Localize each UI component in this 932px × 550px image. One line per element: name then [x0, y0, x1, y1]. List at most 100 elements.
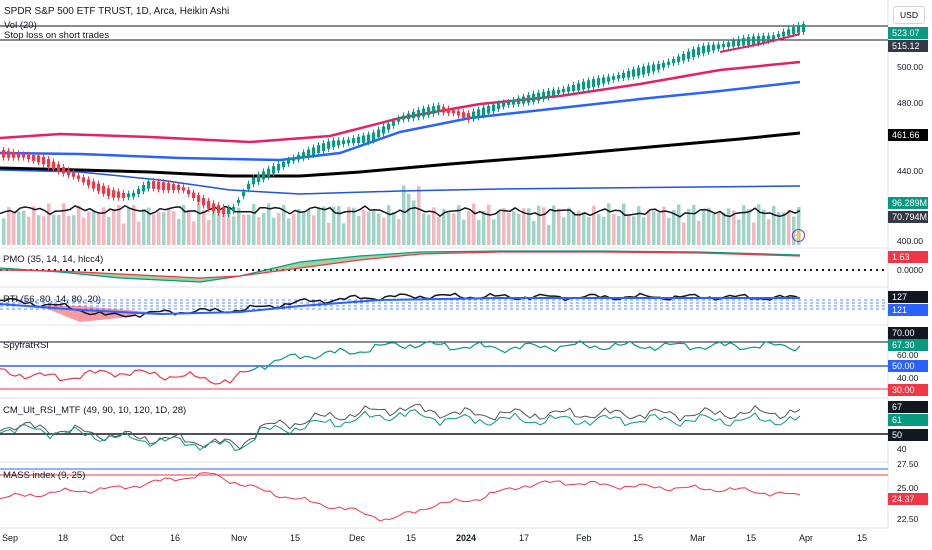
volume-bar [167, 208, 171, 245]
volume-bar [387, 205, 391, 245]
candle-body [712, 44, 716, 51]
volume-bar [37, 215, 41, 245]
candle-body [662, 62, 666, 68]
volume-label[interactable]: Vol (20) [4, 20, 37, 31]
volume-bar [702, 209, 706, 245]
candle-body [697, 47, 701, 56]
volume-bar [607, 203, 611, 245]
mass-pane-label[interactable]: MASS index (9, 25) [3, 470, 86, 481]
volume-bar [237, 207, 241, 245]
volume-bar [322, 206, 326, 245]
lightning-icon[interactable]: ⚡ [792, 229, 805, 242]
candle-body [452, 110, 456, 114]
volume-bar [312, 215, 316, 245]
pmo-pane-label[interactable]: PMO (35, 14, 14, hlcc4) [3, 254, 104, 265]
pmo-zero-tick: 0.0000 [897, 265, 923, 275]
candle-body [657, 63, 661, 70]
candle-body [177, 185, 181, 190]
time-tick-year: 2024 [456, 533, 477, 543]
candle-body [187, 189, 191, 195]
currency-button[interactable]: USD [893, 6, 925, 24]
candle-body [382, 126, 386, 134]
candle-body [32, 155, 36, 161]
volume-bar [667, 217, 671, 245]
volume-bar [82, 217, 86, 245]
volume-bar [577, 210, 581, 245]
candle-body [427, 107, 431, 116]
volume-bar [557, 208, 561, 245]
ma200-tag: 461.66 [888, 129, 928, 141]
volume-bar [647, 210, 651, 245]
volume-bar [547, 224, 551, 245]
candle-body [647, 65, 651, 74]
volume-bar [617, 216, 621, 245]
candle-body [222, 207, 226, 214]
candle-body [112, 190, 116, 198]
volume-bar [132, 205, 136, 245]
study-label[interactable]: Stop loss on short trades [4, 30, 110, 41]
candle-body [492, 104, 496, 112]
time-tick: Mar [690, 533, 706, 543]
candle-body [72, 172, 76, 177]
candle-body [332, 140, 336, 147]
candle-body [792, 27, 796, 35]
volume-bar [232, 216, 236, 245]
candle-body [272, 166, 276, 174]
volume-bar [247, 214, 251, 245]
spyfrat-pane-label[interactable]: SpyfratRSI [3, 340, 49, 351]
candle-body [717, 44, 721, 49]
time-tick: Sep [2, 533, 19, 543]
volume-bar [367, 211, 371, 245]
middle-band-line [0, 80, 801, 162]
candle-body [422, 108, 426, 117]
candle-body [547, 91, 551, 98]
volume-bar [162, 212, 166, 245]
candle-body [17, 153, 21, 158]
candle-body [357, 136, 361, 144]
candle-body [377, 129, 381, 138]
volume-bar [257, 217, 261, 245]
candle-body [597, 78, 601, 86]
volume-bar [502, 208, 506, 245]
volume-bar [782, 212, 786, 245]
candle-body [337, 140, 341, 146]
volume-bar [57, 215, 61, 245]
candle-body [522, 96, 526, 104]
candle-body [587, 80, 591, 89]
candle-body [362, 135, 366, 143]
spyfrat-value-tag: 67.30 [888, 339, 928, 351]
time-tick: 15 [857, 533, 868, 543]
candle-body [77, 175, 81, 179]
volume-bar [67, 215, 71, 245]
volume-bar [492, 219, 496, 245]
cm-rsi-signal-tag: 61 [888, 414, 928, 426]
time-tick: Feb [576, 533, 592, 543]
rti-pane-label[interactable]: RTI (56, 80, 14, 80, 20) [3, 294, 102, 305]
volume-bar [542, 207, 546, 245]
volume-bar [532, 221, 536, 245]
volume-bar [677, 204, 681, 245]
candle-body [772, 35, 776, 40]
candle-body [372, 132, 376, 141]
candle-body [672, 59, 676, 64]
candle-body [212, 203, 216, 212]
candle-body [667, 61, 671, 65]
candle-body [202, 197, 206, 206]
candle-body [242, 191, 246, 197]
volume-bar [187, 209, 191, 245]
candle-body [27, 154, 31, 160]
candle-body [472, 111, 476, 120]
volume-bar [707, 207, 711, 245]
candle-body [192, 192, 196, 199]
candle-body [507, 101, 511, 106]
volume-bar [272, 217, 276, 245]
candle-body [137, 188, 141, 195]
volume-bar [112, 209, 116, 245]
candle-body [437, 105, 441, 113]
time-tick: Dec [349, 533, 366, 543]
cm-rsi-pane-label[interactable]: CM_Ult_RSI_MTF (49, 90, 10, 120, 1D, 28) [3, 405, 187, 416]
volume-bar [582, 211, 586, 245]
volume-bar [22, 210, 26, 245]
volume-bar [512, 211, 516, 245]
